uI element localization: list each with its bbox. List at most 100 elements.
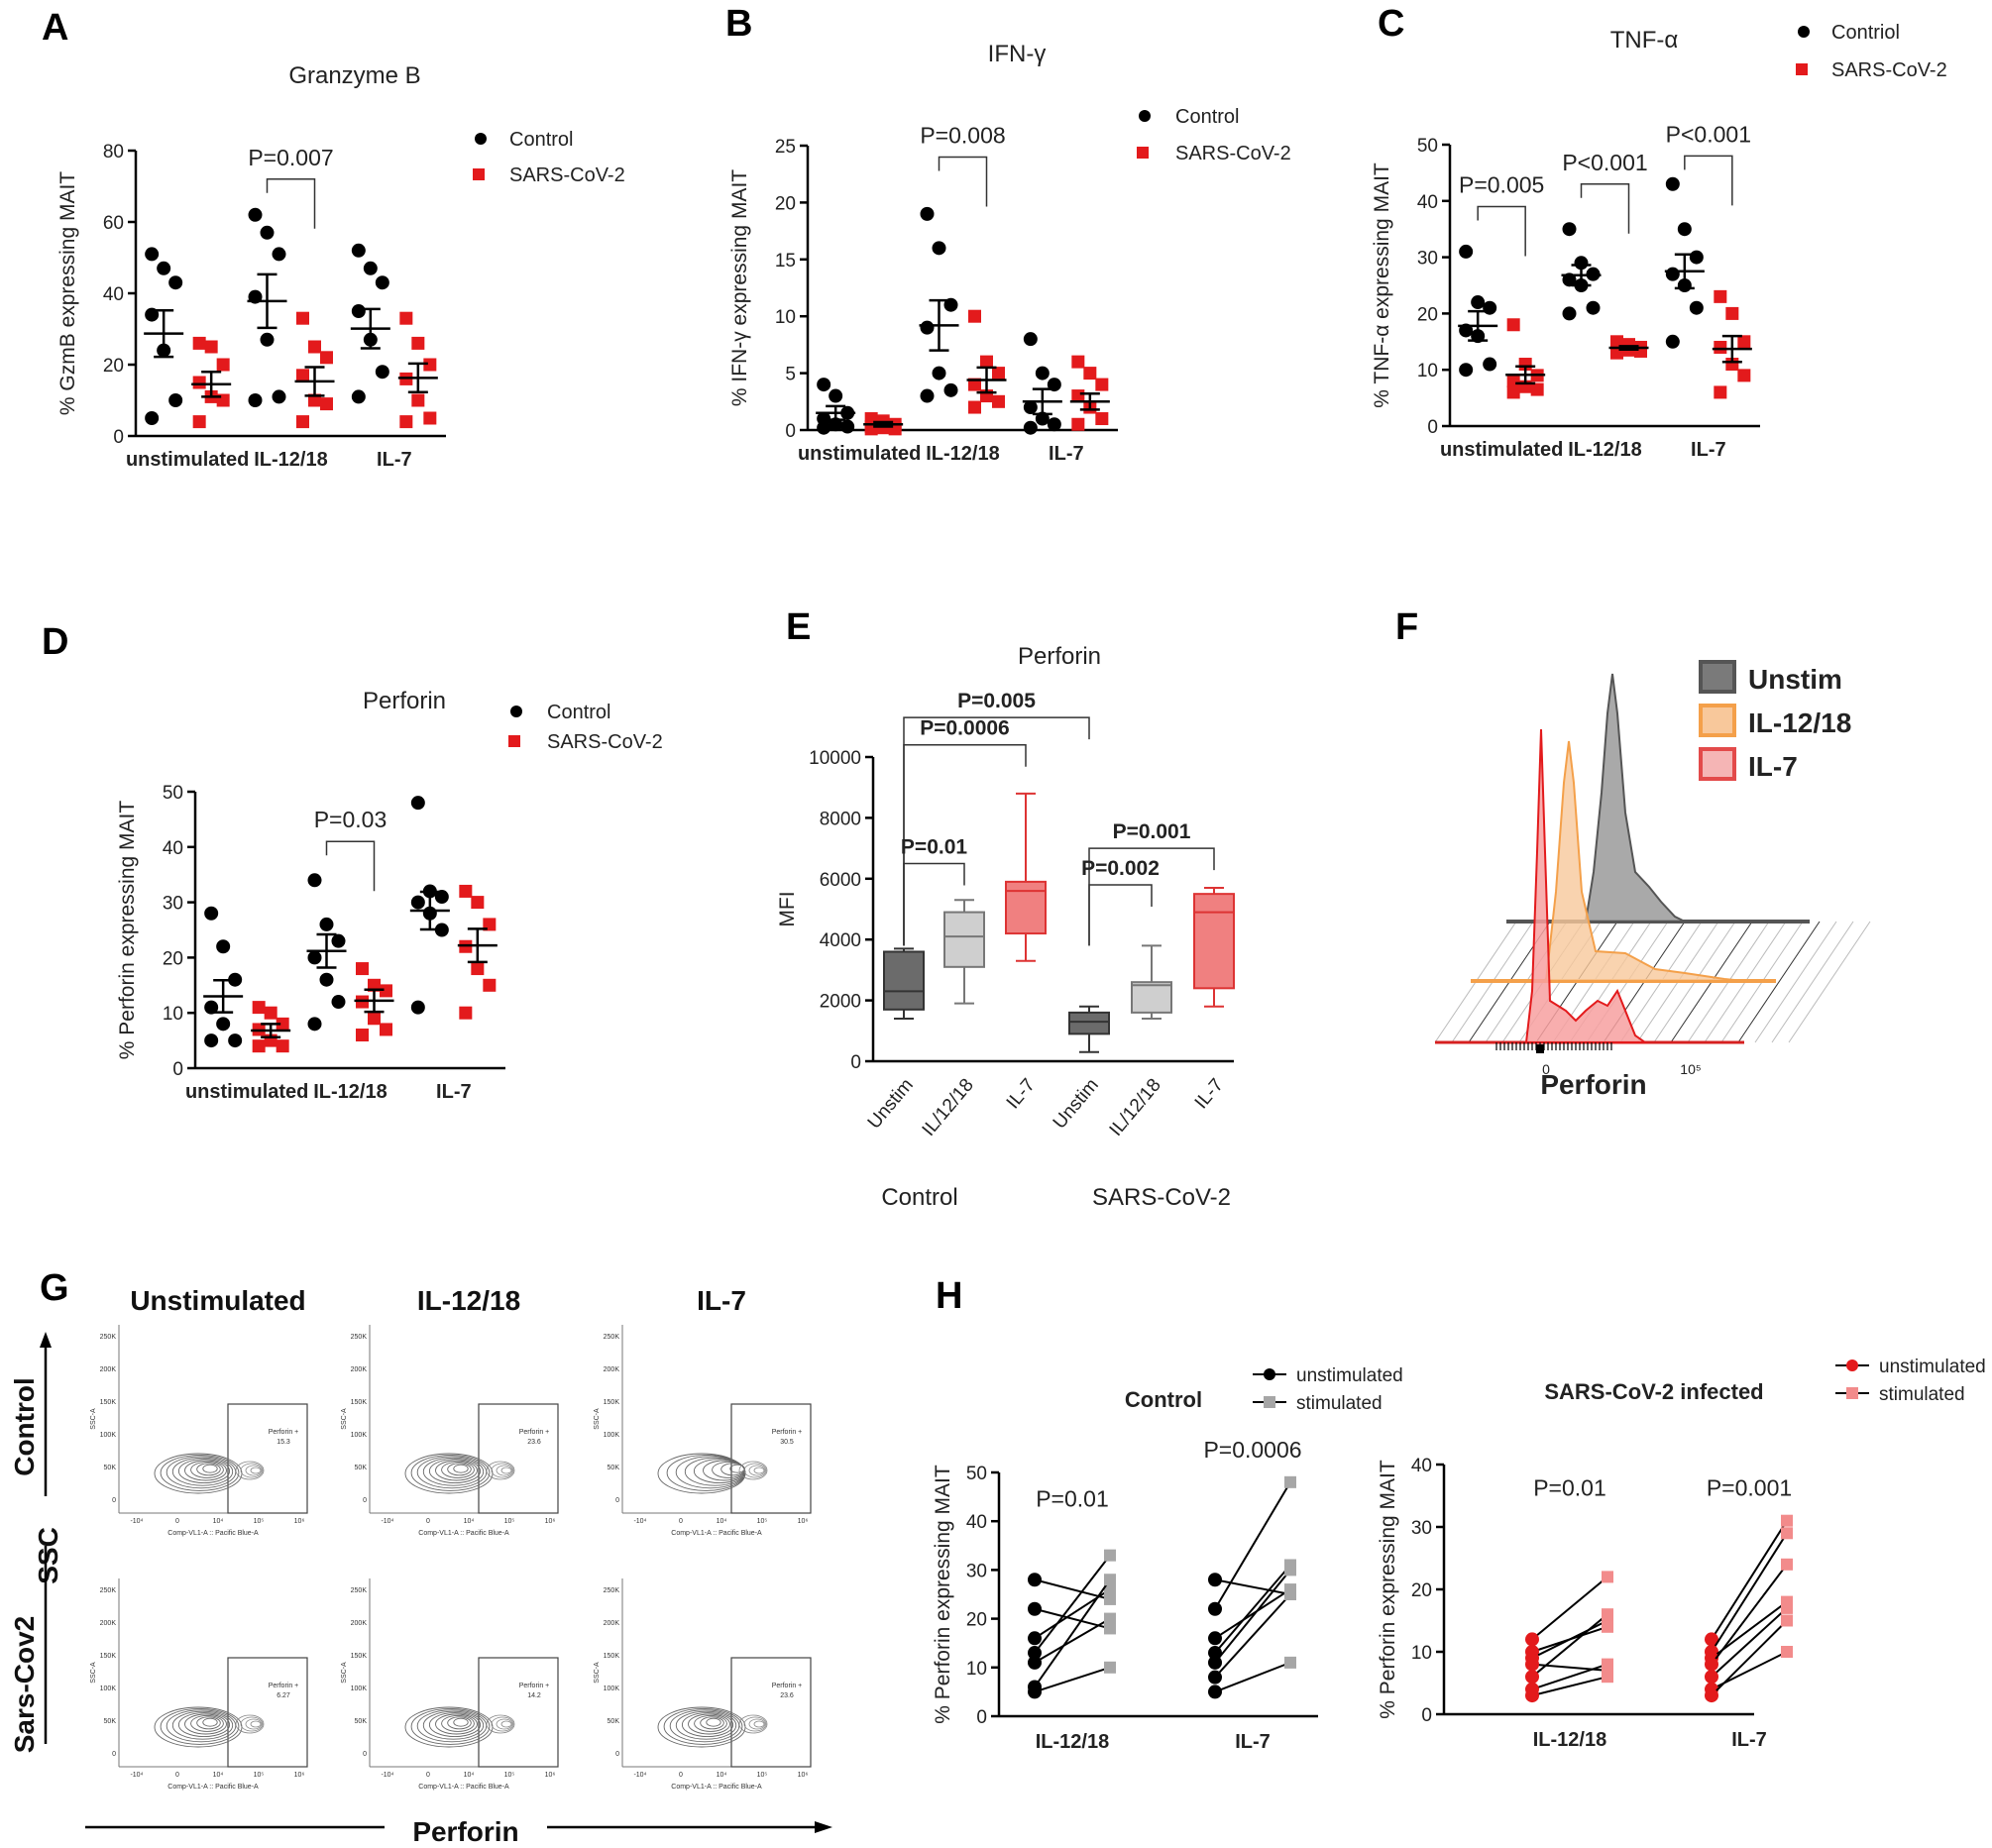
plot-x-tick: -10⁴ bbox=[381, 1772, 393, 1779]
plot-x-tick: 10⁴ bbox=[717, 1518, 727, 1525]
y-tick-label: 80 bbox=[103, 142, 124, 163]
unstim-point bbox=[1525, 1670, 1539, 1685]
y-tick-label: 10 bbox=[1417, 361, 1438, 381]
control-point bbox=[331, 995, 346, 1010]
sars-point bbox=[320, 397, 333, 411]
column-header: IL-12/18 bbox=[417, 1285, 520, 1316]
row-label-sars: Sars-Cov2 bbox=[9, 1616, 40, 1754]
panel-letter-h: H bbox=[936, 1275, 962, 1317]
y-tick-label: 30 bbox=[1417, 249, 1438, 270]
plot-y-tick: 250K bbox=[604, 1587, 620, 1594]
panel-letter-e: E bbox=[786, 606, 811, 648]
control-point bbox=[920, 206, 935, 221]
contour bbox=[171, 1457, 234, 1486]
panel-letter-g: G bbox=[40, 1267, 69, 1309]
plot-y-tick: 200K bbox=[100, 1620, 117, 1627]
plot-y-tick: 100K bbox=[604, 1432, 620, 1439]
sars-point bbox=[356, 1029, 369, 1042]
stim-point bbox=[1781, 1527, 1793, 1540]
p-value: P=0.0006 bbox=[920, 717, 1010, 740]
plot-y-tick: 50K bbox=[608, 1718, 620, 1725]
contour-tail bbox=[240, 1716, 264, 1732]
sars-point bbox=[216, 358, 230, 372]
pair-line bbox=[1711, 1619, 1788, 1696]
control-point bbox=[1689, 250, 1704, 265]
sars-point bbox=[1071, 417, 1085, 431]
plot-xlabel: Comp-VL1-A :: Pacific Blue-A bbox=[167, 1530, 259, 1537]
control-point bbox=[817, 378, 831, 392]
p-value: P<0.001 bbox=[1666, 121, 1751, 147]
stim-point bbox=[1104, 1661, 1116, 1674]
plot-x-tick: 10⁶ bbox=[545, 1772, 556, 1779]
plot-ylabel: SSC-A bbox=[341, 1662, 348, 1684]
plot-y-tick: 50K bbox=[104, 1718, 117, 1725]
contour-tail bbox=[491, 1463, 514, 1478]
gate-name: Perforin + bbox=[772, 1683, 803, 1689]
contour-tail bbox=[245, 1718, 263, 1730]
plot-y-tick: 100K bbox=[351, 1685, 368, 1692]
x-arrow-head bbox=[815, 1821, 832, 1833]
sars-point bbox=[296, 369, 309, 382]
gate bbox=[730, 1403, 812, 1514]
stim-point bbox=[1781, 1558, 1793, 1571]
plot-y-tick: 150K bbox=[100, 1653, 117, 1660]
sars-point bbox=[459, 1006, 473, 1020]
flow-plot: 250K 200K 150K 100K 50K 0 -10⁴ 0 10⁴ 10⁵ 10⁶ Comp-V… bbox=[594, 1325, 812, 1537]
stim-point bbox=[1104, 1612, 1116, 1625]
unstim-point bbox=[1208, 1670, 1222, 1685]
plot-y-tick: 200K bbox=[100, 1366, 117, 1373]
contour bbox=[441, 1714, 475, 1732]
y-tick-label: 15 bbox=[775, 251, 796, 272]
sars-point bbox=[252, 1039, 266, 1053]
category-label: IL/12/18 bbox=[1106, 1075, 1165, 1141]
p-bracket bbox=[266, 178, 316, 229]
category-label: IL-12/18 bbox=[313, 1081, 387, 1103]
contour-tail bbox=[500, 1720, 512, 1728]
pair-line bbox=[1034, 1666, 1111, 1693]
contour-tail bbox=[235, 1714, 265, 1734]
plot-y-tick: 0 bbox=[112, 1497, 116, 1504]
unstim-point bbox=[1028, 1655, 1042, 1670]
control-point bbox=[351, 304, 366, 318]
category-label: unstimulated bbox=[185, 1081, 308, 1103]
sars-point bbox=[1083, 367, 1097, 380]
control-point bbox=[228, 972, 243, 987]
gate-value: 23.6 bbox=[780, 1692, 794, 1699]
sars-point bbox=[192, 376, 206, 389]
category-label: IL-12/18 bbox=[254, 449, 327, 471]
contour bbox=[706, 1717, 721, 1727]
category-label: IL-7 bbox=[1691, 439, 1726, 461]
category-label: Unstim bbox=[864, 1075, 918, 1134]
control-point bbox=[1562, 306, 1577, 321]
box bbox=[1131, 981, 1172, 1014]
panel-a-plot: 0 20 40 60 80 % GzmB expressing MAIT unstimula… bbox=[56, 142, 446, 471]
contour bbox=[681, 1712, 734, 1738]
group-label: SARS-CoV-2 bbox=[1092, 1184, 1231, 1211]
y-tick-label: 40 bbox=[103, 284, 124, 305]
control-point bbox=[410, 796, 425, 811]
contour-tail bbox=[245, 1465, 263, 1476]
panel-e-title: Perforin bbox=[1018, 643, 1101, 670]
stim-point bbox=[1602, 1608, 1613, 1621]
sars-point bbox=[1737, 335, 1751, 349]
contour-tail bbox=[743, 1463, 767, 1478]
contour-tail bbox=[250, 1720, 262, 1728]
plot-x-tick: 10⁴ bbox=[213, 1518, 224, 1525]
plot-y-tick: 200K bbox=[604, 1620, 620, 1627]
control-point bbox=[1483, 300, 1497, 315]
y-tick-label: 30 bbox=[966, 1561, 987, 1581]
y-tick-label: 50 bbox=[1417, 136, 1438, 157]
control-point bbox=[204, 1000, 219, 1015]
plot-y-tick: 250K bbox=[100, 1334, 117, 1341]
stim-point bbox=[1284, 1564, 1296, 1576]
sars-point bbox=[1095, 412, 1109, 426]
p-value: P=0.001 bbox=[1113, 820, 1191, 843]
p-bracket bbox=[938, 156, 988, 207]
unstim-point bbox=[1028, 1573, 1042, 1587]
y-axis-title: SSC bbox=[33, 1527, 63, 1584]
panel-letter-f: F bbox=[1395, 606, 1418, 648]
panel-b-legend: Control SARS-CoV-2 bbox=[1137, 106, 1291, 164]
legend-sars-label: SARS-CoV-2 bbox=[509, 164, 625, 186]
panel-b-title: IFN-γ bbox=[988, 41, 1047, 67]
plot-x-tick: 10⁶ bbox=[294, 1772, 305, 1779]
